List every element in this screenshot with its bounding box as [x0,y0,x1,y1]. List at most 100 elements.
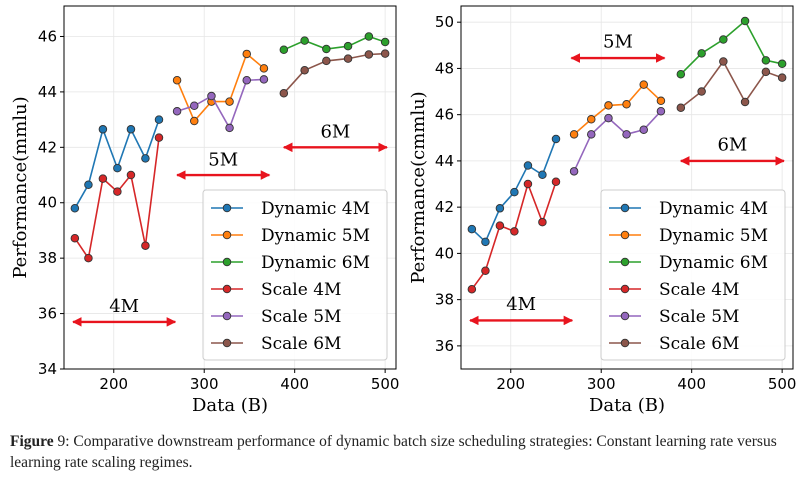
data-point-scale5 [172,107,182,116]
legend-label: Scale 6M [261,334,341,354]
data-point-dynamic4 [154,115,164,124]
data-point-scale5 [225,123,234,133]
data-point-scale5 [259,75,269,84]
data-point-scale4 [481,266,490,275]
data-point-dynamic6 [761,56,771,65]
data-point-scale5 [242,76,251,85]
annotation-label: 5M [603,32,633,53]
legend-label: Scale 5M [261,307,341,327]
x-tick-label: 200 [99,375,128,393]
legend-marker-scale4 [222,284,232,294]
y-tick-label: 36 [38,305,57,323]
data-point-scale4 [141,241,150,250]
data-point-dynamic6 [279,45,289,55]
data-point-scale4 [551,177,561,186]
data-point-dynamic4 [467,224,477,234]
data-point-scale6 [322,56,331,66]
y-tick-label: 48 [435,59,454,77]
data-point-scale4 [70,233,80,243]
x-tick-label: 200 [496,375,525,393]
y-tick-label: 40 [435,244,454,262]
data-point-dynamic6 [322,44,331,54]
x-tick-label: 300 [587,375,616,393]
data-point-dynamic4 [538,170,547,180]
data-point-dynamic4 [98,125,108,134]
data-point-dynamic4 [113,163,122,173]
data-point-scale5 [569,167,579,176]
data-point-dynamic4 [70,204,80,213]
annotation-label: 6M [717,135,747,156]
x-axis-label: Data (B) [192,395,268,416]
y-tick-label: 40 [38,194,57,212]
legend-box [600,189,786,361]
data-point-dynamic4 [510,187,519,197]
legend-marker-scale6 [620,338,630,348]
data-point-scale4 [84,253,93,263]
data-point-scale5 [622,130,631,139]
figure: 4M 5M 6M 34 36 38 40 42 44 46 200 300 400 500 Data (B)… [10,5,797,416]
x-axis-label: Data (B) [589,395,665,416]
legend-marker-scale6 [222,338,232,348]
data-point-dynamic6 [777,59,787,69]
data-point-dynamic5 [622,100,631,109]
annotation-label: 4M [109,296,139,317]
data-point-scale4 [98,174,108,183]
y-tick-label: 38 [435,291,454,309]
legend-marker-scale5 [620,311,630,321]
x-tick-label: 400 [280,375,309,393]
data-point-scale6 [380,49,390,58]
data-point-dynamic5 [259,64,269,73]
data-point-dynamic6 [364,32,374,41]
data-point-dynamic5 [172,76,182,85]
caption-label: Figure [10,433,54,450]
data-point-scale4 [523,179,533,189]
data-point-scale4 [467,284,477,294]
y-tick-label: 36 [435,337,454,355]
legend-marker-scale5 [222,311,232,321]
legend-label: Dynamic 6M [261,253,370,273]
legend-label: Scale 4M [659,280,739,300]
data-point-scale6 [676,103,686,112]
data-point-dynamic6 [300,36,309,45]
y-axis-label: Performance(cmmlu) [408,91,429,283]
legend-marker-scale4 [620,284,630,294]
legend-marker-dynamic4 [222,203,232,213]
caption-number: 9 [57,433,66,450]
data-point-dynamic4 [523,161,533,170]
legend-label: Dynamic 4M [659,199,768,219]
y-tick-label: 42 [435,198,454,216]
data-point-dynamic5 [225,97,234,106]
data-point-scale6 [343,54,353,63]
legend-marker-dynamic4 [620,203,630,213]
data-point-dynamic6 [343,41,353,51]
y-tick-label: 42 [38,138,57,156]
y-tick-label: 50 [435,13,454,31]
data-point-scale5 [656,106,666,116]
data-point-scale4 [113,187,122,196]
data-point-scale4 [154,133,164,142]
data-point-dynamic5 [242,49,251,59]
data-point-dynamic4 [551,134,561,144]
y-axis-label: Performance(mmlu) [10,96,31,278]
data-point-dynamic4 [141,154,150,163]
annotation-label: 5M [208,149,238,170]
data-point-dynamic4 [84,180,93,189]
data-point-dynamic5 [190,116,199,126]
data-point-dynamic5 [587,115,596,124]
data-point-scale5 [639,125,648,134]
caption-text: : Comparative downstream performance of … [10,433,777,471]
y-tick-label: 44 [38,83,57,101]
data-point-scale6 [761,67,771,77]
data-point-dynamic6 [697,49,706,58]
data-point-scale5 [587,130,596,139]
y-tick-label: 38 [38,249,57,267]
annotation-label: 4M [506,294,536,315]
axes-frame [63,5,397,370]
data-point-scale6 [364,50,374,59]
data-point-dynamic6 [380,37,390,47]
legend-label: Scale 4M [261,280,341,300]
y-tick-label: 34 [38,360,57,378]
y-tick-label: 46 [435,106,454,124]
x-tick-label: 500 [768,375,797,393]
data-point-scale6 [719,57,728,66]
